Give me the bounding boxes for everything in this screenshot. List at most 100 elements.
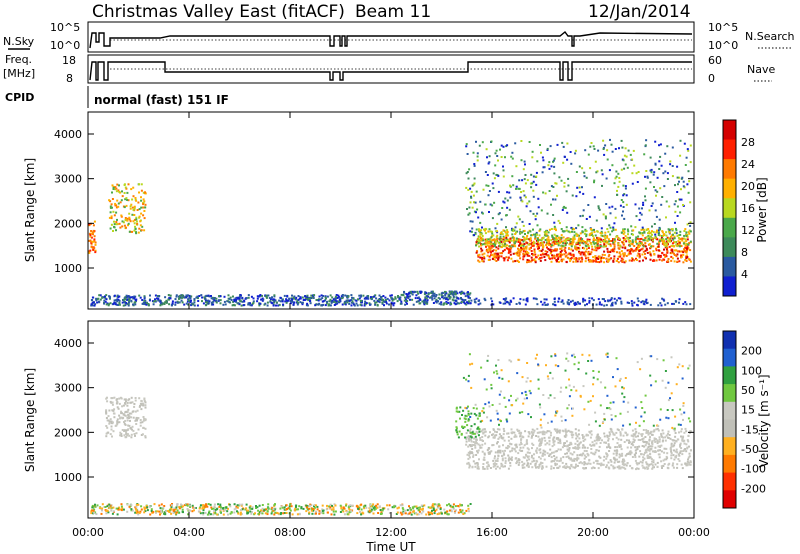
echo-cell: [134, 508, 137, 510]
echo-cell: [543, 256, 546, 258]
echo-cell: [157, 297, 160, 300]
echo-cell: [482, 243, 485, 246]
echo-cell: [642, 459, 645, 462]
echo-cell: [475, 211, 477, 214]
echo-cell: [118, 295, 121, 298]
echo-cell: [479, 256, 482, 259]
echo-cell: [527, 435, 530, 438]
echo-cell: [556, 242, 559, 245]
echo-cell: [599, 259, 602, 262]
echo-cell: [164, 301, 167, 304]
echo-cell: [547, 255, 550, 258]
echo-cell: [334, 510, 337, 513]
echo-cell: [513, 435, 516, 438]
echo-cell: [666, 145, 669, 148]
echo-cell: [584, 250, 587, 253]
echo-cell: [329, 507, 331, 510]
echo-cell: [416, 513, 419, 516]
echo-cell: [125, 429, 128, 432]
echo-cell: [489, 431, 491, 434]
freq-tick-top: 18: [62, 54, 76, 67]
echo-cell: [590, 243, 593, 246]
echo-cell: [121, 190, 123, 193]
echo-cell: [534, 218, 537, 221]
echo-cell: [563, 230, 566, 233]
echo-cell: [496, 237, 499, 240]
echo-cell: [506, 231, 509, 233]
echo-cell: [444, 511, 447, 514]
echo-cell: [496, 428, 499, 431]
echo-cell: [193, 299, 196, 302]
echo-cell: [332, 510, 335, 513]
echo-cell: [195, 296, 198, 299]
echo-cell: [188, 504, 191, 507]
echo-cell: [372, 503, 375, 506]
echo-cell: [633, 439, 636, 442]
echo-cell: [588, 233, 591, 236]
echo-cell: [531, 454, 533, 457]
echo-cell: [584, 299, 587, 302]
echo-cell: [598, 303, 601, 306]
echo-cell: [648, 232, 651, 235]
echo-cell: [134, 301, 137, 304]
echo-cell: [130, 412, 133, 415]
echo-cell: [202, 513, 205, 516]
echo-cell: [289, 302, 292, 305]
echo-cell: [90, 512, 93, 515]
echo-cell: [485, 461, 488, 464]
echo-cell: [622, 184, 625, 187]
echo-cell: [115, 190, 118, 193]
echo-cell: [601, 184, 603, 187]
echo-cell: [473, 210, 476, 213]
echo-cell: [384, 299, 387, 301]
echo-cell: [506, 234, 509, 237]
echo-cell: [113, 299, 116, 302]
echo-cell: [565, 462, 568, 465]
echo-cell: [394, 296, 397, 299]
echo-cell: [630, 443, 633, 446]
echo-cell: [602, 139, 605, 142]
echo-cell: [176, 300, 179, 303]
echo-cell: [108, 296, 111, 299]
echo-cell: [558, 254, 561, 257]
echo-cell: [585, 242, 588, 245]
echo-cell: [686, 235, 689, 238]
echo-cell: [213, 297, 216, 299]
echo-cell: [601, 439, 603, 442]
echo-cell: [616, 458, 618, 461]
echo-cell: [602, 245, 605, 248]
echo-cell: [647, 430, 650, 432]
echo-cell: [431, 504, 434, 507]
echo-cell: [257, 513, 260, 515]
echo-cell: [495, 246, 498, 249]
echo-cell: [94, 505, 97, 508]
echo-cell: [108, 199, 111, 202]
echo-cell: [536, 233, 538, 236]
echo-cell: [536, 447, 539, 450]
echo-cell: [432, 505, 435, 508]
echo-cell: [142, 416, 145, 418]
echo-cell: [556, 235, 559, 238]
echo-cell: [404, 303, 407, 306]
echo-cell: [109, 504, 112, 507]
echo-cell: [167, 510, 170, 512]
echo-cell: [685, 260, 688, 262]
echo-cell: [647, 228, 650, 230]
echo-cell: [109, 206, 112, 209]
echo-cell: [467, 188, 470, 191]
echo-cell: [651, 450, 654, 453]
echo-cell: [526, 250, 529, 253]
echo-cell: [230, 299, 233, 301]
echo-cell: [427, 293, 430, 296]
echo-cell: [573, 234, 576, 237]
echo-cell: [568, 303, 571, 306]
echo-cell: [638, 256, 641, 259]
echo-cell: [687, 257, 690, 260]
echo-cell: [656, 461, 659, 464]
echo-cell: [673, 241, 676, 244]
echo-cell: [178, 507, 181, 510]
echo-cell: [633, 249, 636, 252]
echo-cell: [663, 253, 666, 256]
echo-cell: [474, 444, 477, 447]
echo-cell: [630, 225, 633, 228]
